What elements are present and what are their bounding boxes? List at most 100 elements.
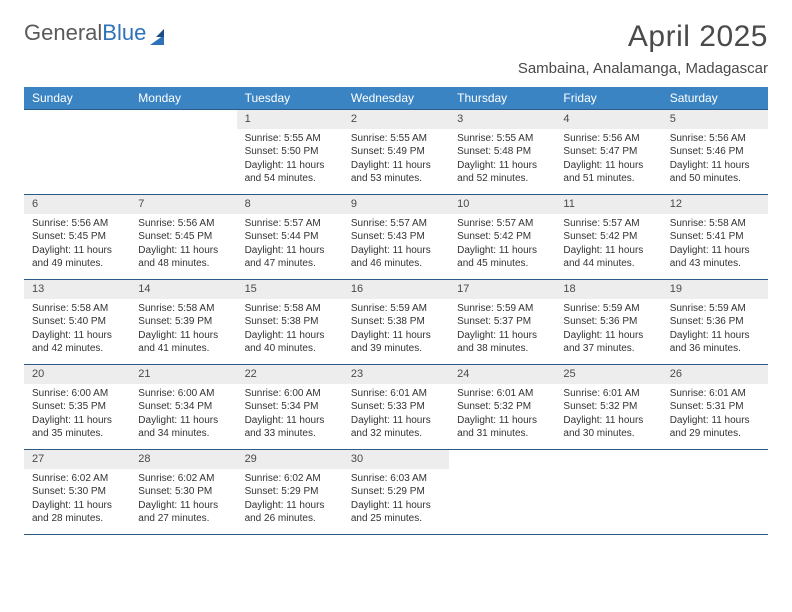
day-body: Sunrise: 5:56 AMSunset: 5:45 PMDaylight:… bbox=[24, 214, 130, 277]
sunset-line: Sunset: 5:32 PM bbox=[457, 400, 547, 414]
calendar-cell: 15Sunrise: 5:58 AMSunset: 5:38 PMDayligh… bbox=[237, 280, 343, 364]
calendar-header-cell: Monday bbox=[130, 87, 236, 109]
sunset-line: Sunset: 5:34 PM bbox=[138, 400, 228, 414]
day-body: Sunrise: 5:57 AMSunset: 5:44 PMDaylight:… bbox=[237, 214, 343, 277]
sunrise-line: Sunrise: 6:03 AM bbox=[351, 472, 441, 486]
sunset-line: Sunset: 5:38 PM bbox=[245, 315, 335, 329]
day-body: Sunrise: 6:01 AMSunset: 5:33 PMDaylight:… bbox=[343, 384, 449, 447]
day-number: 14 bbox=[130, 280, 236, 299]
day-body: Sunrise: 5:56 AMSunset: 5:45 PMDaylight:… bbox=[130, 214, 236, 277]
day-body: Sunrise: 5:55 AMSunset: 5:49 PMDaylight:… bbox=[343, 129, 449, 192]
sunrise-line: Sunrise: 5:57 AM bbox=[457, 217, 547, 231]
calendar-header-cell: Friday bbox=[555, 87, 661, 109]
sunset-line: Sunset: 5:36 PM bbox=[670, 315, 760, 329]
daylight-line: Daylight: 11 hours and 31 minutes. bbox=[457, 414, 547, 441]
sunrise-line: Sunrise: 5:55 AM bbox=[351, 132, 441, 146]
day-number: 7 bbox=[130, 195, 236, 214]
sunrise-line: Sunrise: 5:57 AM bbox=[245, 217, 335, 231]
calendar-header-cell: Sunday bbox=[24, 87, 130, 109]
sunset-line: Sunset: 5:49 PM bbox=[351, 145, 441, 159]
daylight-line: Daylight: 11 hours and 38 minutes. bbox=[457, 329, 547, 356]
day-number: 22 bbox=[237, 365, 343, 384]
day-body: Sunrise: 6:00 AMSunset: 5:34 PMDaylight:… bbox=[130, 384, 236, 447]
day-body: Sunrise: 5:56 AMSunset: 5:47 PMDaylight:… bbox=[555, 129, 661, 192]
day-body: Sunrise: 6:00 AMSunset: 5:35 PMDaylight:… bbox=[24, 384, 130, 447]
calendar-header-cell: Wednesday bbox=[343, 87, 449, 109]
calendar-cell: 0 bbox=[662, 450, 768, 534]
calendar-cell: 27Sunrise: 6:02 AMSunset: 5:30 PMDayligh… bbox=[24, 450, 130, 534]
daylight-line: Daylight: 11 hours and 25 minutes. bbox=[351, 499, 441, 526]
sunrise-line: Sunrise: 6:02 AM bbox=[138, 472, 228, 486]
daylight-line: Daylight: 11 hours and 43 minutes. bbox=[670, 244, 760, 271]
daylight-line: Daylight: 11 hours and 44 minutes. bbox=[563, 244, 653, 271]
calendar-cell: 22 Sunrise: 6:00 AMSunset: 5:34 PMDayligh… bbox=[237, 365, 343, 449]
daylight-line: Daylight: 11 hours and 36 minutes. bbox=[670, 329, 760, 356]
calendar-cell: 0 bbox=[449, 450, 555, 534]
logo: GeneralBlue bbox=[24, 20, 172, 46]
daylight-line: Daylight: 11 hours and 27 minutes. bbox=[138, 499, 228, 526]
day-number: 16 bbox=[343, 280, 449, 299]
calendar-row: 13Sunrise: 5:58 AMSunset: 5:40 PMDayligh… bbox=[24, 279, 768, 364]
logo-text-blue: Blue bbox=[102, 20, 146, 46]
calendar-cell: 23Sunrise: 6:01 AMSunset: 5:33 PMDayligh… bbox=[343, 365, 449, 449]
day-body: Sunrise: 5:59 AMSunset: 5:36 PMDaylight:… bbox=[555, 299, 661, 362]
calendar-cell: 10Sunrise: 5:57 AMSunset: 5:42 PMDayligh… bbox=[449, 195, 555, 279]
logo-text-general: General bbox=[24, 20, 102, 46]
sunrise-line: Sunrise: 5:59 AM bbox=[563, 302, 653, 316]
sunrise-line: Sunrise: 6:00 AM bbox=[245, 387, 335, 401]
day-body: Sunrise: 6:01 AMSunset: 5:31 PMDaylight:… bbox=[662, 384, 768, 447]
sunrise-line: Sunrise: 5:55 AM bbox=[245, 132, 335, 146]
day-number: 15 bbox=[237, 280, 343, 299]
calendar-cell: 7Sunrise: 5:56 AMSunset: 5:45 PMDaylight… bbox=[130, 195, 236, 279]
daylight-line: Daylight: 11 hours and 46 minutes. bbox=[351, 244, 441, 271]
day-number: 1 bbox=[237, 110, 343, 129]
daylight-line: Daylight: 11 hours and 32 minutes. bbox=[351, 414, 441, 441]
calendar-row: 001Sunrise: 5:55 AMSunset: 5:50 PMDaylig… bbox=[24, 109, 768, 194]
daylight-line: Daylight: 11 hours and 37 minutes. bbox=[563, 329, 653, 356]
calendar-cell: 14Sunrise: 5:58 AMSunset: 5:39 PMDayligh… bbox=[130, 280, 236, 364]
day-body: Sunrise: 6:02 AMSunset: 5:30 PMDaylight:… bbox=[130, 469, 236, 532]
daylight-line: Daylight: 11 hours and 47 minutes. bbox=[245, 244, 335, 271]
daylight-line: Daylight: 11 hours and 33 minutes. bbox=[245, 414, 335, 441]
sunset-line: Sunset: 5:33 PM bbox=[351, 400, 441, 414]
calendar-cell: 3Sunrise: 5:55 AMSunset: 5:48 PMDaylight… bbox=[449, 110, 555, 194]
day-number: 25 bbox=[555, 365, 661, 384]
day-body: Sunrise: 5:57 AMSunset: 5:43 PMDaylight:… bbox=[343, 214, 449, 277]
daylight-line: Daylight: 11 hours and 54 minutes. bbox=[245, 159, 335, 186]
day-number: 13 bbox=[24, 280, 130, 299]
day-body: Sunrise: 5:59 AMSunset: 5:38 PMDaylight:… bbox=[343, 299, 449, 362]
calendar-cell: 0 bbox=[24, 110, 130, 194]
calendar-cell: 26Sunrise: 6:01 AMSunset: 5:31 PMDayligh… bbox=[662, 365, 768, 449]
sunset-line: Sunset: 5:38 PM bbox=[351, 315, 441, 329]
day-body: Sunrise: 6:01 AMSunset: 5:32 PMDaylight:… bbox=[449, 384, 555, 447]
calendar-cell: 28Sunrise: 6:02 AMSunset: 5:30 PMDayligh… bbox=[130, 450, 236, 534]
sunset-line: Sunset: 5:30 PM bbox=[138, 485, 228, 499]
page-title: April 2025 bbox=[518, 20, 768, 54]
day-number: 5 bbox=[662, 110, 768, 129]
sunset-line: Sunset: 5:50 PM bbox=[245, 145, 335, 159]
sunset-line: Sunset: 5:39 PM bbox=[138, 315, 228, 329]
location-subtitle: Sambaina, Analamanga, Madagascar bbox=[518, 60, 768, 77]
sunset-line: Sunset: 5:34 PM bbox=[245, 400, 335, 414]
calendar-cell: 17Sunrise: 5:59 AMSunset: 5:37 PMDayligh… bbox=[449, 280, 555, 364]
sunset-line: Sunset: 5:29 PM bbox=[351, 485, 441, 499]
day-number: 11 bbox=[555, 195, 661, 214]
day-number: 27 bbox=[24, 450, 130, 469]
calendar-cell: 9Sunrise: 5:57 AMSunset: 5:43 PMDaylight… bbox=[343, 195, 449, 279]
day-number: 3 bbox=[449, 110, 555, 129]
daylight-line: Daylight: 11 hours and 29 minutes. bbox=[670, 414, 760, 441]
day-number: 29 bbox=[237, 450, 343, 469]
sunrise-line: Sunrise: 6:02 AM bbox=[245, 472, 335, 486]
calendar-cell: 6Sunrise: 5:56 AMSunset: 5:45 PMDaylight… bbox=[24, 195, 130, 279]
day-number: 10 bbox=[449, 195, 555, 214]
sunrise-line: Sunrise: 6:01 AM bbox=[351, 387, 441, 401]
sunrise-line: Sunrise: 6:00 AM bbox=[32, 387, 122, 401]
calendar-cell: 25Sunrise: 6:01 AMSunset: 5:32 PMDayligh… bbox=[555, 365, 661, 449]
sunset-line: Sunset: 5:30 PM bbox=[32, 485, 122, 499]
day-number: 9 bbox=[343, 195, 449, 214]
calendar-row: 6Sunrise: 5:56 AMSunset: 5:45 PMDaylight… bbox=[24, 194, 768, 279]
day-number: 23 bbox=[343, 365, 449, 384]
day-body: Sunrise: 5:59 AMSunset: 5:36 PMDaylight:… bbox=[662, 299, 768, 362]
day-number: 20 bbox=[24, 365, 130, 384]
day-body: Sunrise: 6:01 AMSunset: 5:32 PMDaylight:… bbox=[555, 384, 661, 447]
